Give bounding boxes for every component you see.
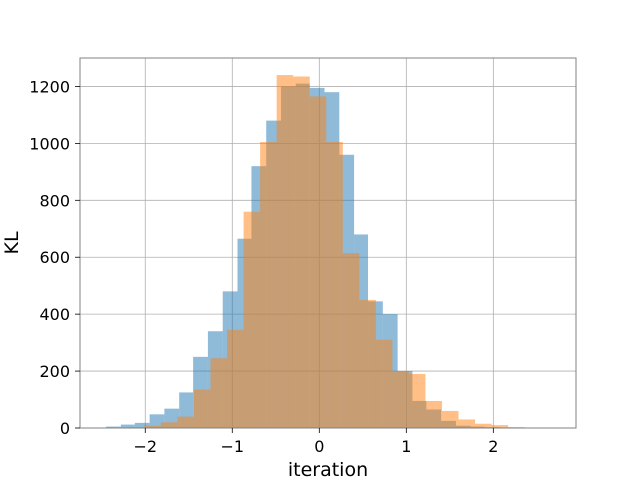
histogram-bar: [458, 419, 476, 428]
histogram-bar: [193, 389, 211, 428]
y-tick-label: 1200: [29, 77, 70, 96]
histogram-bar: [144, 425, 161, 428]
histogram-bar: [408, 373, 426, 428]
histogram-bar: [342, 252, 360, 428]
histogram-bar: [441, 410, 459, 428]
histogram-bar: [243, 211, 261, 428]
y-tick-label: 400: [39, 305, 70, 324]
y-tick-label: 0: [60, 419, 70, 438]
histogram-bar: [359, 299, 376, 428]
histogram-bar: [276, 75, 294, 429]
x-tick-label: −1: [220, 437, 244, 456]
y-tick-label: 1000: [29, 134, 70, 153]
histogram-bar: [491, 425, 509, 428]
histogram-bar: [120, 424, 135, 428]
y-tick-label: 800: [39, 191, 70, 210]
x-axis-label: iteration: [288, 459, 368, 480]
histogram-bar: [309, 96, 327, 428]
histogram-bar: [227, 329, 244, 428]
x-tick-label: 2: [488, 437, 498, 456]
histogram-bar: [260, 141, 277, 428]
histogram-bar: [160, 422, 178, 428]
histogram-bars: [106, 75, 543, 429]
histogram-bar: [106, 426, 121, 428]
y-tick-label: 600: [39, 248, 70, 267]
x-tick-label: 1: [401, 437, 411, 456]
histogram-bar: [392, 371, 409, 428]
histogram-bar: [475, 423, 492, 428]
histogram-bar: [425, 400, 442, 428]
histogram-bar: [210, 358, 228, 428]
plot-area-frame: [79, 57, 577, 429]
series-2-bars: [127, 75, 525, 429]
histogram-bar: [149, 414, 165, 428]
y-tick-label: 200: [39, 362, 70, 381]
histogram-bar: [293, 76, 310, 428]
x-tick-label: −2: [133, 437, 157, 456]
axis-ticks: −2 −1 0 1 2 0 200 400 600 800 1000 1200: [29, 77, 498, 456]
histogram-bar: [326, 141, 343, 428]
histogram-bar: [375, 339, 393, 428]
x-tick-label: 0: [314, 437, 324, 456]
y-axis-label: KL: [1, 231, 23, 254]
histogram-bar: [134, 422, 150, 428]
histogram-bar: [177, 416, 194, 428]
